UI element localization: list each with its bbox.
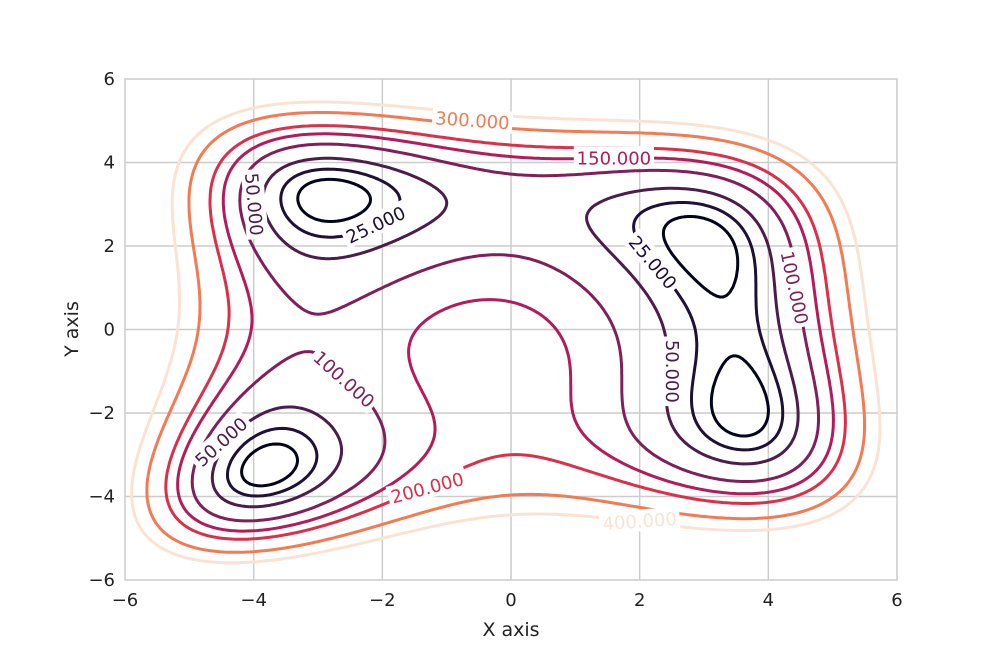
contour-lines [130, 100, 882, 565]
contour-level-100 [190, 142, 820, 523]
x-tick-label: 6 [891, 590, 902, 611]
tick-labels: −6 −4 −2 0 2 4 6 −6 −4 −2 0 2 4 6 [88, 69, 902, 611]
contour-label-gap [187, 409, 255, 473]
contour-level-10 [240, 177, 770, 488]
contour-level-50 [210, 156, 800, 509]
contour-label-gap [307, 343, 382, 414]
contour-label: 300.000 [431, 106, 514, 134]
y-tick-label: 4 [104, 153, 115, 174]
contour-label-gap [431, 106, 514, 134]
contour-label-text: 300.000 [435, 108, 511, 134]
x-tick-label: 2 [634, 590, 645, 611]
y-axis-label: Y axis [61, 301, 83, 358]
x-tick-label: −2 [369, 590, 396, 611]
x-axis-label: X axis [482, 619, 539, 641]
y-tick-label: −6 [88, 570, 115, 591]
y-tick-label: −4 [88, 487, 115, 508]
contour-label-gap [598, 506, 681, 535]
contour-label-gap [775, 246, 815, 330]
x-tick-label: −4 [240, 590, 267, 611]
contour-label-gap [339, 199, 412, 249]
y-tick-label: 2 [104, 236, 115, 257]
contour-label: 50.000 [661, 336, 684, 407]
contour-label-text: 50.000 [661, 340, 682, 403]
contour-label-gap [573, 146, 654, 169]
x-tick-label: −6 [112, 590, 139, 611]
y-tick-label: −2 [88, 403, 115, 424]
contour-label: 400.000 [598, 506, 681, 535]
contour-label-text: 150.000 [577, 148, 651, 169]
contour-level-200 [164, 124, 847, 541]
contour-label-gap [240, 168, 269, 240]
contour-label-text: 400.000 [602, 509, 678, 535]
contour-label-gap [622, 228, 685, 296]
y-tick-label: 0 [104, 320, 115, 341]
contour-label-gap [385, 466, 469, 509]
contour-label: 150.000 [573, 146, 654, 169]
x-tick-label: 0 [505, 590, 516, 611]
x-tick-label: 4 [763, 590, 774, 611]
contour-level-400 [130, 100, 882, 565]
y-tick-label: 6 [104, 69, 115, 90]
plot-frame [124, 78, 898, 581]
contour-label-gap [661, 336, 684, 407]
